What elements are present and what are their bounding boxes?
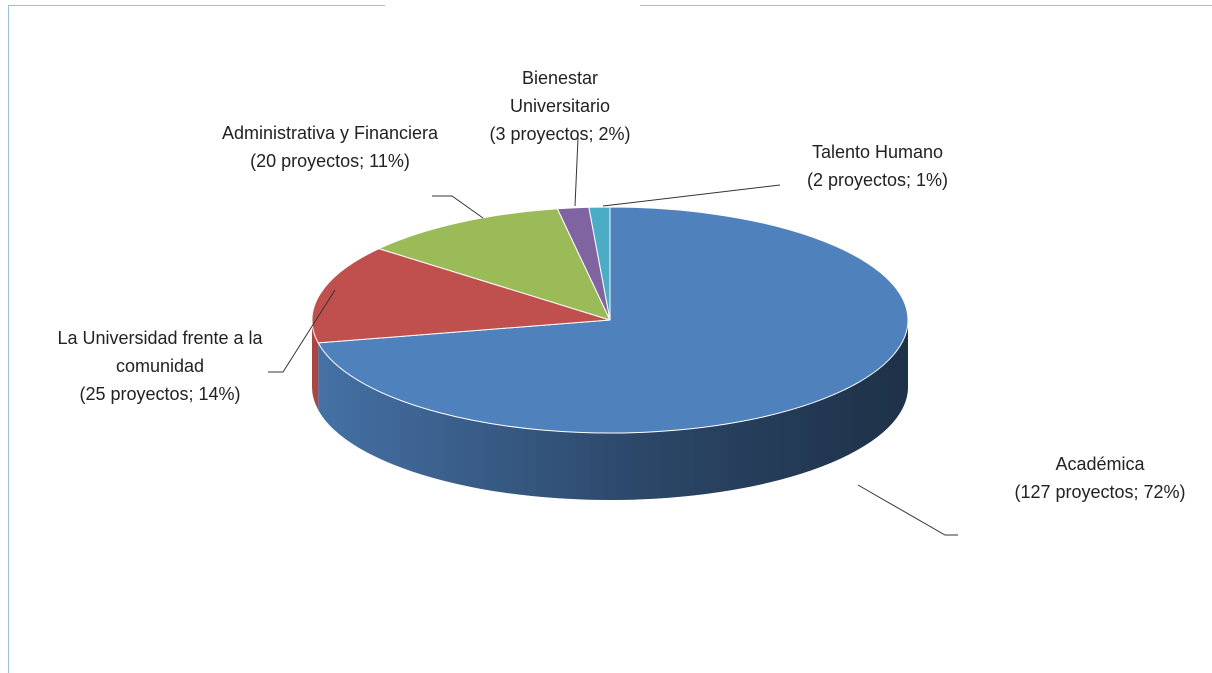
leader-lines: [268, 137, 958, 536]
pie-slice: [311, 248, 611, 344]
data-label: La Universidad frente a la comunidad (25 …: [50, 324, 270, 408]
frame: [8, 5, 1212, 673]
value-label: (25 proyectos; 14%): [79, 384, 241, 404]
category-label: Académica: [1055, 454, 1145, 474]
value-label: (127 proyectos; 72%): [1014, 482, 1186, 502]
category-label: La Universidad frente a la comunidad: [57, 328, 263, 376]
side-shade: [318, 320, 908, 501]
category-label: Bienestar Universitario: [509, 68, 611, 116]
value-label: (2 proyectos; 1%): [806, 170, 949, 190]
pie: [311, 206, 909, 501]
data-label: Bienestar Universitario (3 proyectos; 2%): [470, 64, 650, 148]
data-label: Administrativa y Financiera (20 proyectos…: [220, 119, 440, 175]
data-label: Académica (127 proyectos; 72%): [990, 450, 1210, 506]
category-label: Administrativa y Financiera: [221, 123, 439, 143]
pie-slice: [378, 208, 611, 321]
category-label: Talento Humano: [811, 142, 944, 162]
data-label: Talento Humano (2 proyectos; 1%): [770, 138, 985, 194]
pie-slice: [588, 206, 611, 321]
value-label: (3 proyectos; 2%): [489, 124, 631, 144]
value-label: (20 proyectos; 11%): [250, 151, 410, 171]
side-shade: [312, 320, 319, 410]
pie-slice: [317, 206, 909, 434]
